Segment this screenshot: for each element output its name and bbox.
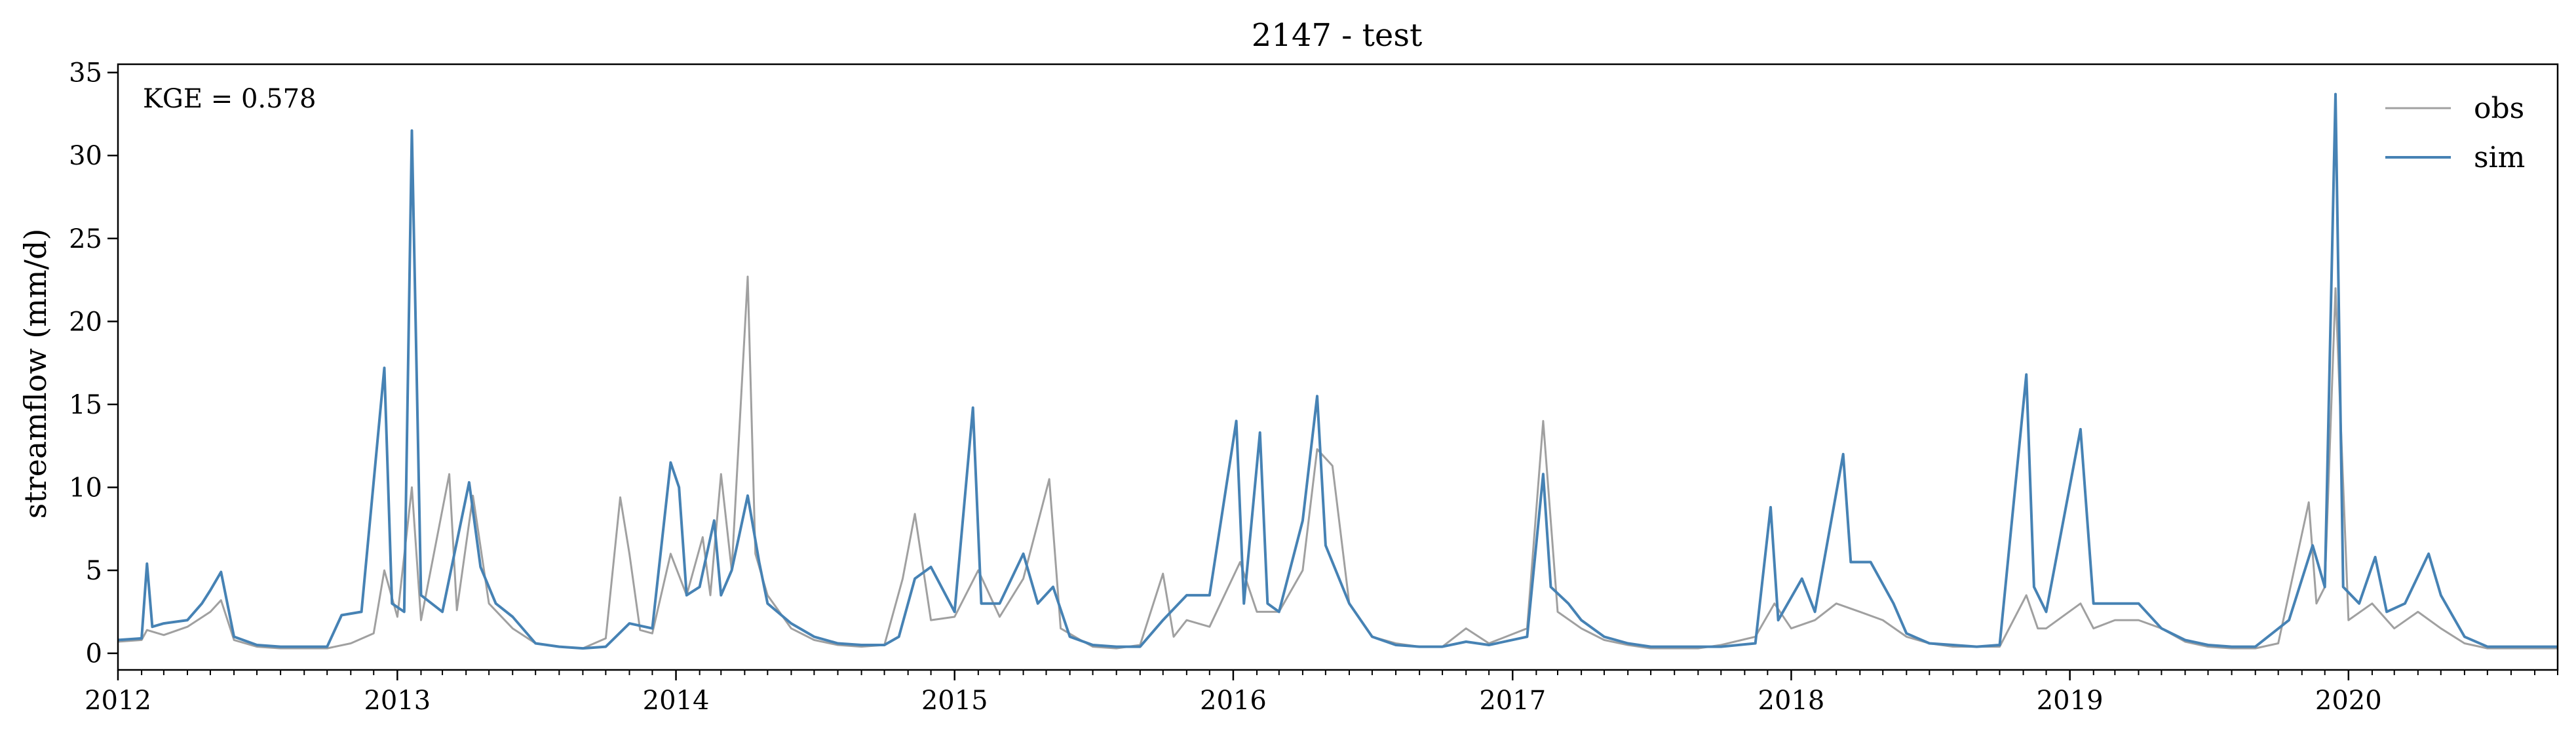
x-tick-label: 2014 bbox=[643, 686, 710, 716]
x-axis-ticks: 2012 2013 2014 2015 2016 2017 2018 2019 2020 bbox=[85, 670, 2558, 716]
y-axis-ticks: 0 5 10 15 20 25 30 35 bbox=[69, 58, 118, 669]
series-line-obs bbox=[117, 275, 2558, 650]
x-tick-label: 2015 bbox=[921, 686, 988, 716]
legend-label-obs: obs bbox=[2474, 92, 2524, 125]
x-tick-label: 2020 bbox=[2315, 686, 2382, 716]
y-tick-label: 5 bbox=[86, 556, 102, 586]
axes bbox=[117, 63, 2559, 671]
y-tick-label: 25 bbox=[69, 224, 102, 254]
legend: obs sim bbox=[2385, 92, 2525, 174]
series-lines bbox=[117, 92, 2558, 650]
x-tick-label: 2012 bbox=[85, 686, 151, 716]
y-axis-label: streamflow (mm/d) bbox=[18, 229, 53, 519]
y-tick-label: 15 bbox=[69, 390, 102, 420]
x-tick-label: 2013 bbox=[364, 686, 431, 716]
legend-label-sim: sim bbox=[2474, 141, 2525, 174]
series-line-sim bbox=[117, 92, 2558, 650]
y-tick-label: 30 bbox=[69, 141, 102, 171]
y-tick-label: 10 bbox=[69, 473, 102, 503]
chart-title: 2147 - test bbox=[1252, 17, 1423, 54]
x-tick-label: 2016 bbox=[1200, 686, 1267, 716]
y-tick-label: 0 bbox=[86, 639, 102, 669]
y-tick-label: 35 bbox=[69, 58, 102, 88]
axes-frame bbox=[117, 63, 2559, 671]
x-tick-label: 2018 bbox=[1758, 686, 1825, 716]
y-tick-label: 20 bbox=[69, 307, 102, 337]
x-tick-label: 2017 bbox=[1479, 686, 1546, 716]
x-tick-label: 2019 bbox=[2037, 686, 2104, 716]
kge-annotation: KGE = 0.578 bbox=[143, 84, 317, 114]
